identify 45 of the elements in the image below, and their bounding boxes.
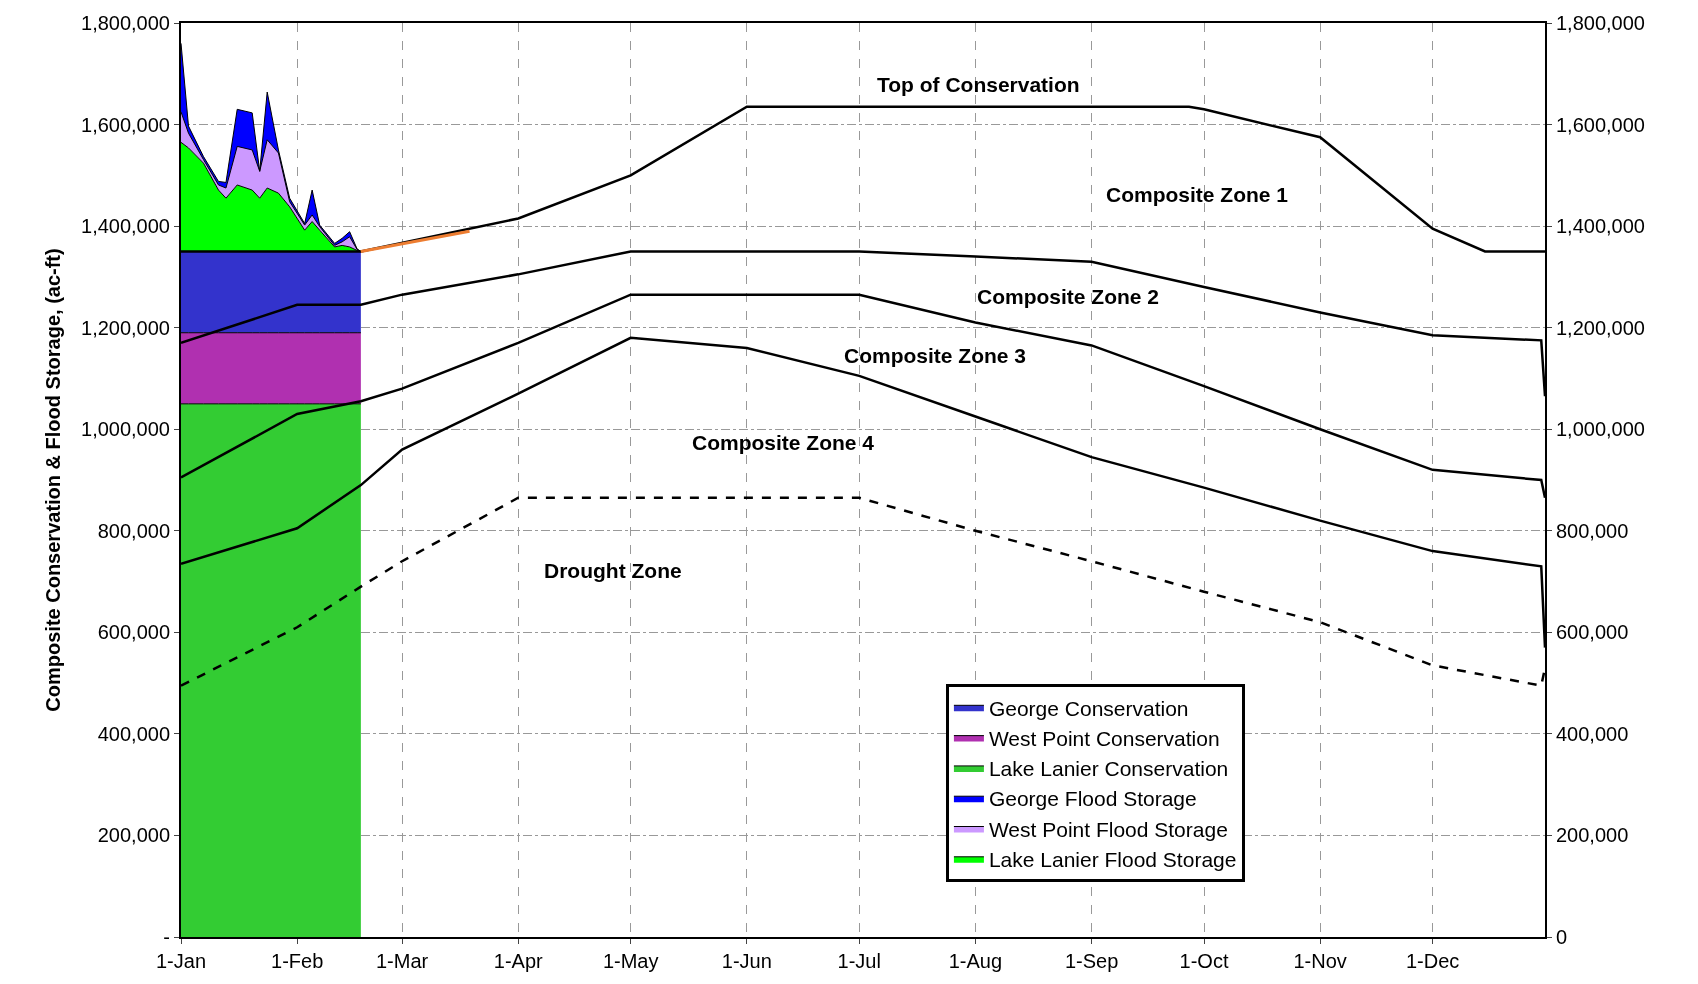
x-tick-label: 1-Apr bbox=[493, 950, 544, 972]
y-tick-label: 800,000 bbox=[97, 519, 170, 542]
y2-tick-label: 800,000 bbox=[1556, 519, 1629, 542]
legend-label: West Point Flood Storage bbox=[988, 817, 1228, 841]
y2-tick-label: 200,000 bbox=[1556, 824, 1629, 847]
y2-tick-label: 400,000 bbox=[1556, 722, 1629, 745]
x-tick-label: 1-Sep bbox=[1064, 950, 1119, 972]
y2-tick-label: 0 bbox=[1556, 926, 1568, 948]
x-tick-label: 1-Oct bbox=[1179, 950, 1229, 972]
y-tick-label: 200,000 bbox=[97, 824, 170, 847]
annotation: Composite Zone 4 bbox=[692, 431, 875, 454]
legend-label: George Flood Storage bbox=[988, 787, 1197, 811]
legend-label: Lake Lanier Flood Storage bbox=[988, 848, 1237, 871]
annotation: Drought Zone bbox=[544, 559, 682, 582]
annotation: Top of Conservation bbox=[877, 73, 1080, 96]
x-tick-label: 1-May bbox=[602, 950, 659, 972]
y-tick-label: 1,400,000 bbox=[81, 215, 170, 238]
legend-label: Lake Lanier Conservation bbox=[988, 757, 1229, 781]
y2-tick-label: 1,800,000 bbox=[1556, 12, 1645, 34]
legend-label: West Point Conservation bbox=[988, 726, 1220, 750]
y-tick-label: 600,000 bbox=[97, 621, 170, 644]
x-tick-label: 1-Mar bbox=[375, 950, 429, 972]
y-tick-label: 1,800,000 bbox=[81, 12, 170, 34]
y-tick-label: 1,000,000 bbox=[81, 418, 170, 441]
x-tick-label: 1-Dec bbox=[1405, 950, 1460, 972]
y-tick-label: 1,600,000 bbox=[81, 113, 170, 136]
y-tick-label: - bbox=[163, 926, 170, 948]
y2-tick-label: 1,400,000 bbox=[1556, 215, 1645, 238]
x-tick-label: 1-Nov bbox=[1293, 950, 1347, 972]
y2-tick-label: 1,600,000 bbox=[1556, 113, 1645, 136]
y2-tick-label: 1,200,000 bbox=[1556, 316, 1645, 339]
legend-label: George Conservation bbox=[988, 696, 1189, 720]
annotation: Composite Zone 3 bbox=[844, 344, 1027, 367]
x-tick-label: 1-Feb bbox=[271, 950, 324, 972]
y2-tick-label: 600,000 bbox=[1556, 621, 1629, 644]
y2-tick-label: 1,000,000 bbox=[1556, 418, 1645, 441]
x-tick-label: 1-Jul bbox=[837, 950, 881, 972]
x-tick-label: 1-Jun bbox=[721, 950, 772, 972]
annotation: Composite Zone 1 bbox=[1106, 183, 1289, 206]
x-tick-label: 1-Aug bbox=[948, 950, 1003, 972]
x-tick-label: 1-Jan bbox=[155, 950, 207, 972]
y-axis-title: Composite Conservation & Flood Storage, (ac-ft) bbox=[42, 248, 65, 712]
annotation: Composite Zone 2 bbox=[977, 285, 1160, 308]
y-tick-label: 400,000 bbox=[97, 722, 170, 745]
y-tick-label: 1,200,000 bbox=[81, 316, 170, 339]
